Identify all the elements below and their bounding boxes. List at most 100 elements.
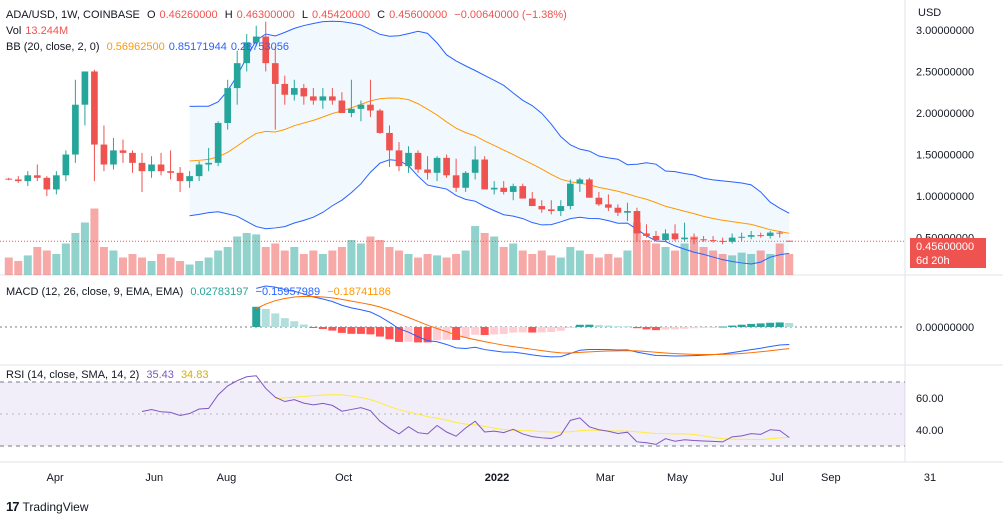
time-tick-label: Apr xyxy=(46,472,63,484)
volume-bar xyxy=(651,243,660,275)
macd-histogram-bar xyxy=(613,326,622,328)
volume-bar xyxy=(90,208,99,275)
volume-bar xyxy=(395,250,403,275)
candle-body xyxy=(329,96,336,101)
volume-bar xyxy=(233,236,242,275)
rsi-sma-value: 34.83 xyxy=(180,369,209,381)
bb-label[interactable]: BB (20, close, 2, 0) xyxy=(6,41,100,53)
bb-fill xyxy=(189,21,790,264)
macd-histogram-bar xyxy=(671,327,680,330)
macd-histogram-bar xyxy=(528,327,537,333)
macd-histogram-bar xyxy=(690,327,699,329)
candle-body xyxy=(490,187,498,190)
macd-histogram-bar xyxy=(680,327,689,329)
rsi-label[interactable]: RSI (14, close, SMA, 14, 2) xyxy=(6,369,140,381)
macd-signal-line xyxy=(256,295,790,356)
macd-histogram-bar xyxy=(556,327,565,331)
candle-body xyxy=(443,157,450,176)
volume-bar xyxy=(433,255,442,275)
vol-label[interactable]: Vol xyxy=(6,25,22,37)
macd-histogram-bar xyxy=(566,327,575,328)
candle-body xyxy=(110,150,117,165)
macd-histogram-bar xyxy=(261,308,270,327)
volume-bar xyxy=(14,261,23,275)
macd-histogram-bar xyxy=(442,327,451,340)
price-tick-label: 1.50000000 xyxy=(916,150,974,162)
volume-bar xyxy=(775,243,784,275)
symbol-label[interactable]: ADA/USD, 1W, COINBASE xyxy=(6,9,140,21)
candle-body xyxy=(5,178,13,180)
candle-body xyxy=(671,233,679,240)
rsi-tick-label: 40.00 xyxy=(916,425,944,437)
macd-histogram-bar xyxy=(290,321,299,327)
volume-bar xyxy=(309,250,318,275)
candle-body xyxy=(252,36,260,43)
candle-body xyxy=(614,207,622,213)
volume-bar xyxy=(385,247,394,275)
volume-bar xyxy=(661,247,670,275)
macd-histogram-bar xyxy=(461,327,470,338)
volume-bar xyxy=(375,240,384,275)
volume-bar xyxy=(499,247,508,275)
change-value: −0.00640000 (−1.38%) xyxy=(454,9,567,21)
price-tick-label: 3.00000000 xyxy=(916,25,974,37)
candle-body xyxy=(414,152,422,170)
candle-body xyxy=(119,150,127,153)
volume-bar xyxy=(756,250,765,275)
volume-bar xyxy=(290,247,299,275)
last-price-value: 0.45600000 xyxy=(916,241,975,253)
candle-body xyxy=(205,162,212,165)
candle-body xyxy=(662,233,669,241)
volume-bar xyxy=(785,254,794,275)
volume-bar xyxy=(261,247,270,275)
high-label: H xyxy=(224,9,233,21)
volume-bar xyxy=(471,226,480,275)
candle-body xyxy=(33,175,41,178)
volume-bar xyxy=(737,252,746,275)
volume-bar xyxy=(356,243,365,275)
macd-histogram-bar xyxy=(318,327,327,330)
macd-label[interactable]: MACD (12, 26, close, 9, EMA, EMA) xyxy=(6,286,184,298)
open-label: O xyxy=(146,9,156,21)
macd-histogram-bar xyxy=(709,327,718,328)
candle-body xyxy=(481,159,488,190)
volume-bar xyxy=(71,233,80,275)
volume-bar xyxy=(556,257,565,275)
candle-body xyxy=(233,63,241,89)
macd-histogram-bar xyxy=(632,327,641,329)
candle-body xyxy=(624,211,631,213)
candle-body xyxy=(138,162,146,172)
macd-histogram-bar xyxy=(347,327,356,334)
candle-body xyxy=(386,132,393,151)
time-tick-label: Oct xyxy=(335,472,352,484)
volume-bar xyxy=(157,254,166,275)
rsi-tick-label: 60.00 xyxy=(916,393,944,405)
volume-bar xyxy=(52,254,61,275)
candle-body xyxy=(348,108,355,113)
volume-bar xyxy=(223,247,232,275)
macd-legend: MACD (12, 26, close, 9, EMA, EMA) 0.0278… xyxy=(6,285,395,299)
volume-bar xyxy=(490,236,499,275)
currency-label: USD xyxy=(918,7,941,19)
volume-bar xyxy=(23,255,32,275)
candle-body xyxy=(100,144,108,165)
candle-body xyxy=(547,209,555,212)
bar-countdown: 6d 20h xyxy=(916,255,950,267)
volume-bar xyxy=(718,254,727,275)
bb-basis-value: 0.56962500 xyxy=(106,41,165,53)
volume-bar xyxy=(613,257,622,275)
tradingview-logo[interactable]: 17 TradingView xyxy=(6,499,89,514)
volume-bar xyxy=(594,257,603,275)
volume-bar xyxy=(480,233,489,275)
volume-legend: Vol 13.244M xyxy=(6,24,72,38)
vol-value: 13.244M xyxy=(25,25,69,37)
candle-body xyxy=(281,83,289,95)
volume-bar xyxy=(585,254,594,275)
price-tick-label: 2.50000000 xyxy=(916,66,974,78)
macd-histogram-bar xyxy=(499,327,508,334)
candle-body xyxy=(728,237,736,242)
time-tick-label: May xyxy=(667,472,688,484)
volume-bar xyxy=(204,257,213,275)
candle-body xyxy=(557,206,565,212)
